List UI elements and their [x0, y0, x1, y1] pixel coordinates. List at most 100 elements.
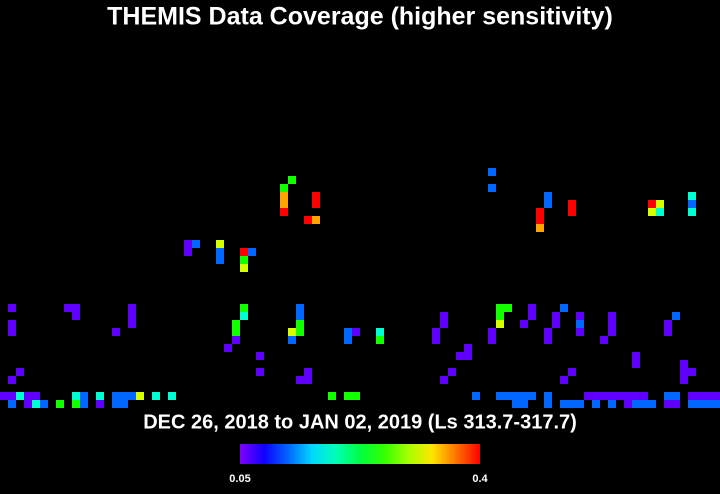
coverage-cell: [560, 400, 568, 408]
coverage-cell: [688, 192, 696, 200]
coverage-cell: [440, 376, 448, 384]
coverage-cell: [352, 392, 360, 400]
coverage-cell: [632, 360, 640, 368]
coverage-cell: [488, 184, 496, 192]
coverage-cell: [544, 200, 552, 208]
coverage-cell: [528, 312, 536, 320]
coverage-cell: [560, 376, 568, 384]
coverage-cell: [632, 352, 640, 360]
coverage-cell: [16, 368, 24, 376]
coverage-cell: [512, 400, 520, 408]
coverage-cell: [568, 368, 576, 376]
coverage-cell: [712, 400, 720, 408]
coverage-cell: [112, 400, 120, 408]
coverage-cell: [536, 216, 544, 224]
coverage-cell: [288, 176, 296, 184]
coverage-cell: [256, 352, 264, 360]
coverage-cell: [224, 344, 232, 352]
coverage-cell: [592, 400, 600, 408]
coverage-cell: [552, 312, 560, 320]
coverage-cell: [232, 320, 240, 328]
coverage-cell: [8, 376, 16, 384]
coverage-cell: [120, 392, 128, 400]
coverage-cell: [72, 400, 80, 408]
coverage-cell: [528, 392, 536, 400]
coverage-cell: [432, 336, 440, 344]
coverage-cell: [136, 392, 144, 400]
coverage-cell: [632, 400, 640, 408]
chart-title: THEMIS Data Coverage (higher sensitivity…: [107, 3, 613, 31]
chart-subtitle: DEC 26, 2018 to JAN 02, 2019 (Ls 313.7-3…: [143, 411, 577, 433]
coverage-cell: [496, 304, 504, 312]
coverage-cell: [536, 224, 544, 232]
coverage-cell: [504, 304, 512, 312]
coverage-cell: [216, 256, 224, 264]
coverage-cell: [584, 392, 592, 400]
coverage-cell: [544, 336, 552, 344]
coverage-cell: [376, 336, 384, 344]
coverage-cell: [128, 320, 136, 328]
coverage-cell: [672, 400, 680, 408]
coverage-cell: [8, 400, 16, 408]
coverage-cell: [688, 400, 696, 408]
coverage-cell: [496, 312, 504, 320]
coverage-cell: [656, 208, 664, 216]
coverage-cell: [112, 328, 120, 336]
coverage-cell: [0, 392, 8, 400]
coverage-cell: [704, 400, 712, 408]
coverage-cell: [296, 312, 304, 320]
coverage-cell: [312, 216, 320, 224]
coverage-cell: [544, 328, 552, 336]
coverage-cell: [568, 208, 576, 216]
coverage-cell: [128, 312, 136, 320]
coverage-cell: [488, 328, 496, 336]
coverage-cell: [128, 392, 136, 400]
coverage-cell: [448, 368, 456, 376]
coverage-cell: [568, 400, 576, 408]
coverage-cell: [32, 392, 40, 400]
coverage-cell: [8, 320, 16, 328]
coverage-cell: [296, 328, 304, 336]
coverage-cell: [128, 304, 136, 312]
coverage-cell: [304, 216, 312, 224]
coverage-cell: [696, 400, 704, 408]
coverage-cell: [592, 392, 600, 400]
coverage-cell: [40, 400, 48, 408]
coverage-cell: [304, 376, 312, 384]
coverage-cell: [376, 328, 384, 336]
coverage-cell: [16, 392, 24, 400]
coverage-cell: [344, 336, 352, 344]
coverage-cell: [520, 400, 528, 408]
coverage-cell: [568, 200, 576, 208]
coverage-cell: [672, 312, 680, 320]
coverage-cell: [296, 304, 304, 312]
coverage-cell: [488, 168, 496, 176]
coverage-cell: [120, 400, 128, 408]
coverage-cell: [112, 392, 120, 400]
coverage-cell: [232, 336, 240, 344]
coverage-cell: [664, 328, 672, 336]
coverage-cell: [576, 328, 584, 336]
coverage-cell: [296, 376, 304, 384]
coverage-cell: [64, 304, 72, 312]
coverage-cell: [80, 400, 88, 408]
coverage-cell: [520, 392, 528, 400]
coverage-cell: [544, 192, 552, 200]
coverage-cell: [432, 328, 440, 336]
coverage-cell: [288, 328, 296, 336]
coverage-cell: [440, 320, 448, 328]
coverage-cell: [312, 200, 320, 208]
coverage-cell: [216, 248, 224, 256]
coverage-cell: [344, 328, 352, 336]
coverage-cell: [680, 360, 688, 368]
coverage-cell: [696, 392, 704, 400]
coverage-cell: [608, 400, 616, 408]
coverage-cell: [184, 240, 192, 248]
coverage-cell: [656, 200, 664, 208]
coverage-cell: [280, 208, 288, 216]
coverage-cell: [632, 392, 640, 400]
coverage-cell: [32, 400, 40, 408]
